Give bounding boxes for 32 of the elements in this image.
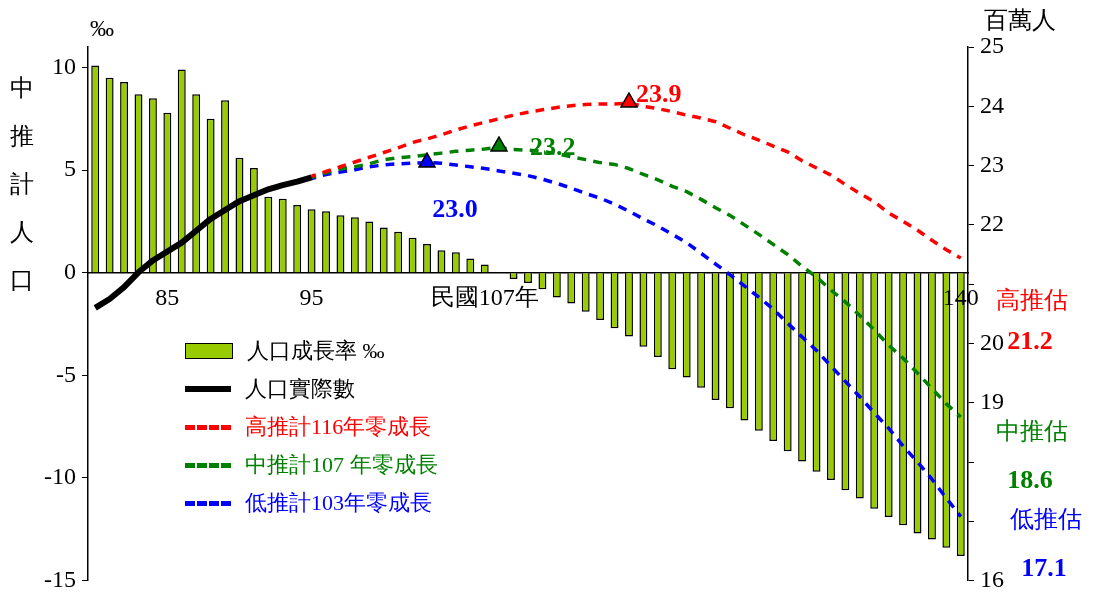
y2-tick-label: 16 xyxy=(980,565,1004,592)
legend-label: 人口實際數 xyxy=(245,375,355,403)
y2-tick-label: 23 xyxy=(980,150,1004,177)
y-tick-label: -5 xyxy=(56,360,76,387)
y-tick-label: -15 xyxy=(44,565,76,592)
text: 21.2 xyxy=(1007,325,1053,355)
y-tick-label: 0 xyxy=(64,258,76,285)
x-tick-label: 85 xyxy=(155,284,180,311)
legend-label: 高推計116年零成長 xyxy=(245,413,432,441)
y2-tick-label: 25 xyxy=(980,32,1004,59)
y-tick-label: 10 xyxy=(52,52,76,79)
legend-label: 人口成長率 ‰ xyxy=(247,337,385,365)
y-tick-label: -10 xyxy=(44,463,76,490)
x-tick-label: 95 xyxy=(299,284,324,311)
text: 高推估 xyxy=(996,287,1068,314)
text: 低推估 xyxy=(1010,506,1082,533)
x-tick-label: 民國107年 xyxy=(430,284,539,311)
annotation: 23.0 xyxy=(432,193,478,223)
y2-tick-label: 19 xyxy=(980,388,1004,415)
text: 17.1 xyxy=(1021,552,1067,582)
y2-tick-label: 22 xyxy=(980,210,1004,237)
text: 中推估 xyxy=(996,418,1068,445)
annotation: 23.9 xyxy=(636,78,682,108)
text: 18.6 xyxy=(1007,464,1053,494)
legend-label: 中推計107 年零成長 xyxy=(245,451,438,479)
y-axis-title: ‰ xyxy=(90,15,114,42)
text: 中推計人口 xyxy=(10,75,34,294)
y-tick-label: 5 xyxy=(64,155,76,182)
legend-label: 低推計103年零成長 xyxy=(245,489,432,517)
y2-tick-label: 20 xyxy=(980,328,1004,355)
y2-tick-label: 24 xyxy=(980,91,1004,118)
y2-axis-title: 百萬人 xyxy=(984,7,1056,34)
